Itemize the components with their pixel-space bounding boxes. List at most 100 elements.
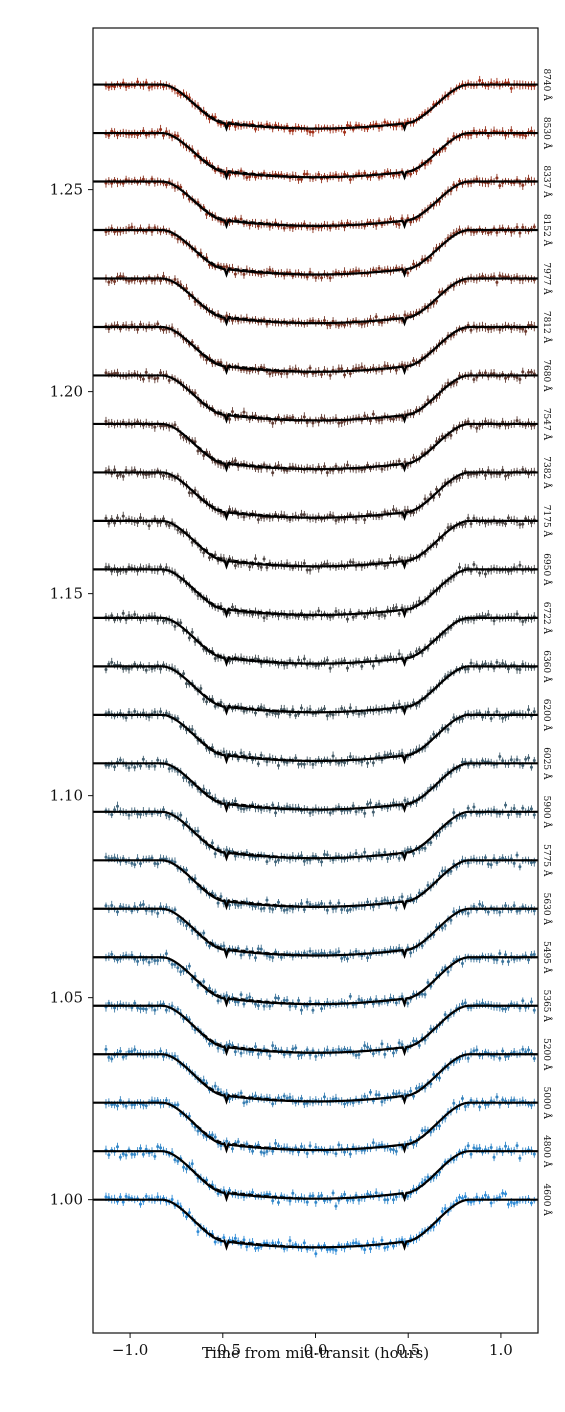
data-point: [127, 766, 131, 770]
data-point: [498, 952, 502, 956]
data-point: [159, 905, 163, 909]
data-point: [219, 1144, 223, 1148]
data-point: [107, 1001, 111, 1005]
data-point: [466, 861, 470, 865]
data-point: [322, 952, 326, 956]
data-point: [391, 1198, 395, 1202]
data-point: [334, 519, 338, 523]
data-point: [176, 966, 180, 970]
data-point: [322, 707, 326, 711]
data-point: [343, 517, 347, 521]
data-point: [509, 1002, 513, 1006]
data-point: [463, 1104, 467, 1108]
data-point: [124, 569, 128, 573]
data-point: [251, 612, 255, 616]
data-point: [138, 812, 142, 816]
data-point: [179, 919, 183, 923]
data-point: [276, 858, 280, 862]
data-point: [394, 509, 398, 513]
data-point: [524, 618, 528, 622]
data-point: [469, 1200, 473, 1204]
data-point: [532, 710, 536, 714]
data-point: [271, 803, 275, 807]
data-point: [150, 667, 154, 671]
data-point: [115, 570, 119, 574]
data-point: [423, 1129, 427, 1133]
data-point: [299, 706, 303, 710]
data-point: [331, 754, 335, 758]
model-curve-dashed: [93, 617, 538, 667]
data-point: [512, 807, 516, 811]
data-point: [400, 606, 404, 610]
data-point: [118, 472, 122, 476]
data-point: [475, 1195, 479, 1199]
data-point: [233, 1050, 237, 1054]
model-curve: [93, 859, 538, 911]
data-point: [121, 1200, 125, 1204]
data-point: [391, 1051, 395, 1055]
data-point: [242, 807, 246, 811]
data-point: [501, 1007, 505, 1011]
data-point: [253, 657, 257, 661]
data-point: [202, 697, 206, 701]
data-point: [182, 1165, 186, 1169]
data-point: [483, 473, 487, 477]
data-point: [144, 1194, 148, 1198]
data-point: [452, 716, 456, 720]
data-point: [130, 909, 134, 913]
data-point: [443, 924, 447, 928]
data-point: [328, 811, 332, 815]
data-point: [259, 907, 263, 911]
data-point: [130, 1006, 134, 1010]
data-point: [532, 813, 536, 817]
data-point: [371, 1002, 375, 1006]
data-point: [230, 460, 234, 464]
data-point: [377, 802, 381, 806]
data-point: [532, 1152, 536, 1156]
data-point: [239, 1091, 243, 1095]
data-point: [363, 850, 367, 854]
data-point: [153, 425, 157, 429]
data-point: [161, 517, 165, 521]
data-layer: [93, 75, 538, 1258]
data-point: [397, 702, 401, 706]
data-point: [291, 907, 295, 911]
data-point: [225, 1043, 229, 1047]
data-point: [288, 518, 292, 522]
data-point: [136, 812, 140, 816]
data-point: [506, 813, 510, 817]
data-point: [173, 624, 177, 628]
data-point: [308, 949, 312, 953]
data-point: [153, 861, 157, 865]
data-point: [308, 902, 312, 906]
data-point: [274, 860, 278, 864]
data-point: [179, 813, 183, 817]
data-point: [492, 1155, 496, 1159]
data-point: [225, 1139, 229, 1143]
data-point: [308, 999, 312, 1003]
data-point: [366, 956, 370, 960]
data-point: [314, 1252, 318, 1256]
data-point: [325, 1248, 329, 1252]
model-curve: [93, 1053, 538, 1105]
data-point: [190, 630, 194, 634]
model-curve: [93, 1004, 538, 1057]
data-point: [504, 953, 508, 957]
data-point: [397, 1041, 401, 1045]
data-point: [222, 557, 226, 561]
data-point: [276, 1241, 280, 1245]
data-point: [288, 713, 292, 717]
data-point: [233, 1236, 237, 1240]
data-point: [305, 568, 309, 572]
data-point: [127, 1050, 131, 1054]
data-point: [521, 468, 525, 472]
data-point: [472, 1146, 476, 1150]
data-point: [524, 757, 528, 761]
series-5000: [93, 1093, 538, 1159]
data-point: [325, 714, 329, 718]
data-point: [391, 508, 395, 512]
data-point: [489, 863, 493, 867]
data-point: [104, 1195, 108, 1199]
data-point: [110, 1057, 114, 1061]
data-point: [302, 561, 306, 565]
